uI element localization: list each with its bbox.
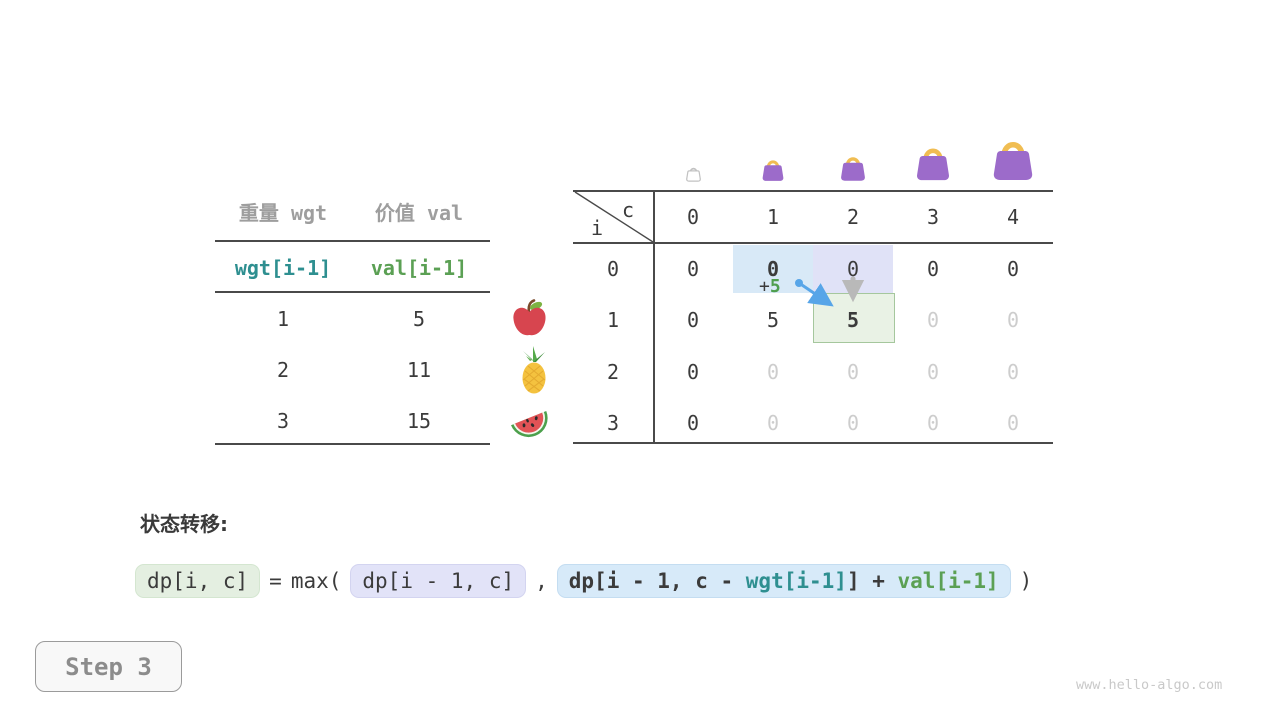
step-button-label: Step 3 — [65, 652, 152, 681]
header-diagonal-line — [574, 191, 654, 243]
col-axis-label: c — [621, 198, 635, 222]
table-rule — [215, 443, 490, 445]
row-header-i1: 1 — [606, 307, 620, 332]
added-value: 5 — [769, 276, 781, 297]
dp-cell-0-3: 0 — [926, 256, 940, 281]
wgt-formula-cell: wgt[i-1] — [234, 256, 332, 280]
dp-cell-0-1: 0 — [766, 256, 780, 281]
row-axis-label: i — [590, 216, 604, 240]
dp-cell-2-2: 0 — [846, 359, 860, 384]
pineapple-icon — [522, 346, 546, 394]
item1-weight: 1 — [276, 307, 290, 331]
item1-value: 5 — [412, 307, 426, 331]
take-expr-wgt: wgt[i-1] — [745, 569, 847, 593]
table-rule — [215, 291, 490, 293]
col-header-c0: 0 — [686, 204, 700, 229]
formula-take-pill: dp[i - 1, c - wgt[i-1]] + val[i-1] — [556, 564, 1011, 598]
state-transition-label: 状态转移: — [140, 512, 228, 536]
dp-cell-1-3: 0 — [926, 307, 940, 332]
apple-icon — [513, 299, 546, 336]
dp-cell-3-0: 0 — [686, 410, 700, 435]
bag-icon-capacity-0 — [686, 167, 701, 182]
col-header-c4: 4 — [1006, 204, 1020, 229]
bag-icon-capacity-2 — [841, 157, 865, 181]
close-paren: ) — [1019, 569, 1033, 593]
dp-cell-2-0: 0 — [686, 359, 700, 384]
val-formula-cell: val[i-1] — [370, 256, 468, 280]
row-header-i2: 2 — [606, 359, 620, 384]
take-expr-val: val[i-1] — [897, 569, 999, 593]
dp-table: c i 0 1 2 3 4 0 1 2 3 0 0 0 0 0 0 5 5 0 … — [573, 190, 1055, 446]
equals-sign: = — [269, 569, 282, 593]
item2-value: 11 — [406, 358, 432, 382]
row-header-i0: 0 — [606, 256, 620, 281]
dp-arrows-overlay — [574, 191, 865, 307]
item2-weight: 2 — [276, 358, 290, 382]
add-value-annotation: + 5 — [759, 276, 781, 297]
dp-cell-2-3: 0 — [926, 359, 940, 384]
dp-cell-1-4: 0 — [1006, 307, 1020, 332]
dp-cell-1-0: 0 — [686, 307, 700, 332]
bag-icon-capacity-3 — [917, 148, 949, 181]
table-rule — [573, 190, 1053, 192]
col-header-c2: 2 — [846, 204, 860, 229]
formula-skip-pill: dp[i - 1, c] — [350, 564, 527, 598]
max-open: max( — [290, 569, 342, 593]
watermelon-icon — [511, 410, 548, 438]
table-rule — [573, 442, 1053, 444]
item3-weight: 3 — [276, 409, 290, 433]
item3-value: 15 — [406, 409, 432, 433]
bag-icon-capacity-4 — [993, 142, 1033, 180]
dp-cell-0-4: 0 — [1006, 256, 1020, 281]
state-transition-formula: dp[i, c] = max( dp[i - 1, c] , dp[i - 1,… — [135, 560, 1032, 602]
dp-cell-3-3: 0 — [926, 410, 940, 435]
dp-cell-2-4: 0 — [1006, 359, 1020, 384]
plus-sign: + — [759, 276, 770, 297]
take-expr-plus: ] + — [846, 569, 898, 593]
arrow-take-item-icon — [795, 279, 834, 307]
watermark: www.hello-algo.com — [1076, 677, 1223, 693]
dp-cell-2-1: 0 — [766, 359, 780, 384]
dp-cell-0-2: 0 — [846, 256, 860, 281]
table-rule — [653, 190, 655, 444]
bag-icon-capacity-1 — [762, 160, 784, 181]
formula-lhs-pill: dp[i, c] — [135, 564, 261, 598]
dp-cell-0-0: 0 — [686, 256, 700, 281]
take-expr-dp: dp[i - 1, c - — [568, 569, 746, 593]
value-column-header: 价值 val — [374, 200, 464, 225]
step-button[interactable]: Step 3 — [35, 641, 182, 692]
dp-cell-3-4: 0 — [1006, 410, 1020, 435]
col-header-c1: 1 — [766, 204, 780, 229]
arrow-skip-item-icon — [841, 276, 865, 303]
dp-cell-1-1: 5 — [766, 307, 780, 332]
row-header-i3: 3 — [606, 410, 620, 435]
dp-cell-3-1: 0 — [766, 410, 780, 435]
table-rule — [215, 240, 490, 242]
table-rule — [573, 242, 1053, 244]
dp-cell-1-2: 5 — [846, 307, 860, 332]
items-table: 重量 wgt 价值 val wgt[i-1] val[i-1] 1 5 2 11… — [215, 195, 490, 450]
weight-column-header: 重量 wgt — [238, 200, 328, 225]
comma: , — [535, 569, 548, 593]
col-header-c3: 3 — [926, 204, 940, 229]
dp-cell-3-2: 0 — [846, 410, 860, 435]
